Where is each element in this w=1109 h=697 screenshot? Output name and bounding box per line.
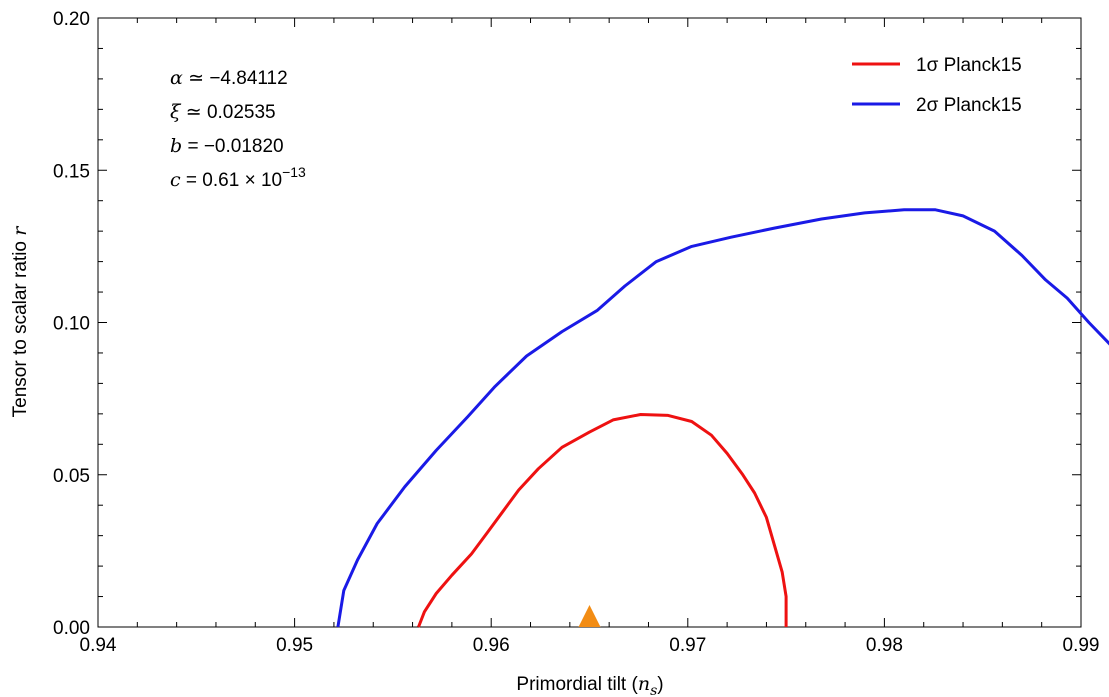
x-tick-labels: 0.94 0.95 0.96 0.97 0.98 0.99 xyxy=(80,635,1100,656)
annotation-c: c = 0.61 × 10−13 xyxy=(170,164,306,191)
annotation-c-symbol: c xyxy=(170,169,181,191)
legend: 1σ Planck15 2σ Planck15 xyxy=(852,55,1022,116)
annotation-xi-symbol: ξ xyxy=(170,101,182,123)
y-tick-label: 0.05 xyxy=(53,466,90,487)
x-tick-label: 0.98 xyxy=(866,635,903,656)
y-tick-label: 0.10 xyxy=(53,314,90,335)
x-axis-label-close: ) xyxy=(657,674,663,695)
annotation-alpha-value: ≃ −4.84112 xyxy=(183,68,288,89)
annotation-xi-value: ≃ 0.02535 xyxy=(180,102,275,123)
y-tick-label: 0.00 xyxy=(53,618,90,639)
x-tick-label: 0.99 xyxy=(1063,635,1100,656)
triangle-marker xyxy=(578,605,601,627)
y-tick-label: 0.15 xyxy=(53,161,90,182)
x-axis-label-subscript: s xyxy=(650,683,657,697)
x-tick-label: 0.94 xyxy=(80,635,117,656)
annotation-xi: ξ ≃ 0.02535 xyxy=(170,101,276,123)
x-axis-label-symbol: n xyxy=(638,673,650,695)
legend-label-2sigma: 2σ Planck15 xyxy=(916,95,1022,116)
legend-label-1sigma: 1σ Planck15 xyxy=(916,55,1022,76)
x-tick-label: 0.96 xyxy=(473,635,510,656)
y-tick-labels: 0.00 0.05 0.10 0.15 0.20 xyxy=(53,9,90,639)
x-axis-label-text: Primordial tilt ( xyxy=(516,674,638,695)
axis-ticks xyxy=(97,17,1082,628)
y-axis-label-text: Tensor to scalar ratio xyxy=(10,236,31,418)
annotation-b-symbol: b xyxy=(170,135,182,157)
annotation-b: b = −0.01820 xyxy=(170,135,284,157)
x-tick-label: 0.97 xyxy=(669,635,706,656)
y-axis-label-symbol: r xyxy=(9,225,31,236)
series-line-2sigma xyxy=(336,208,1109,628)
x-tick-label: 0.95 xyxy=(276,635,313,656)
y-tick-label: 0.20 xyxy=(53,9,90,30)
annotation-alpha-symbol: α xyxy=(170,67,183,89)
series-line-1sigma xyxy=(417,413,788,628)
annotation-alpha: α ≃ −4.84112 xyxy=(170,67,288,89)
annotation-b-value: = −0.01820 xyxy=(182,136,283,157)
parameter-annotations: α ≃ −4.84112 ξ ≃ 0.02535 b = −0.01820 c … xyxy=(170,67,306,191)
marker-layer xyxy=(578,605,601,627)
annotation-c-exponent: −13 xyxy=(282,164,306,180)
annotation-c-value: = 0.61 × 10 xyxy=(181,170,282,191)
x-axis-label: Primordial tilt (ns) xyxy=(516,673,663,697)
y-axis-label: Tensor to scalar ratio r xyxy=(9,225,31,418)
series-layer xyxy=(336,208,1109,628)
